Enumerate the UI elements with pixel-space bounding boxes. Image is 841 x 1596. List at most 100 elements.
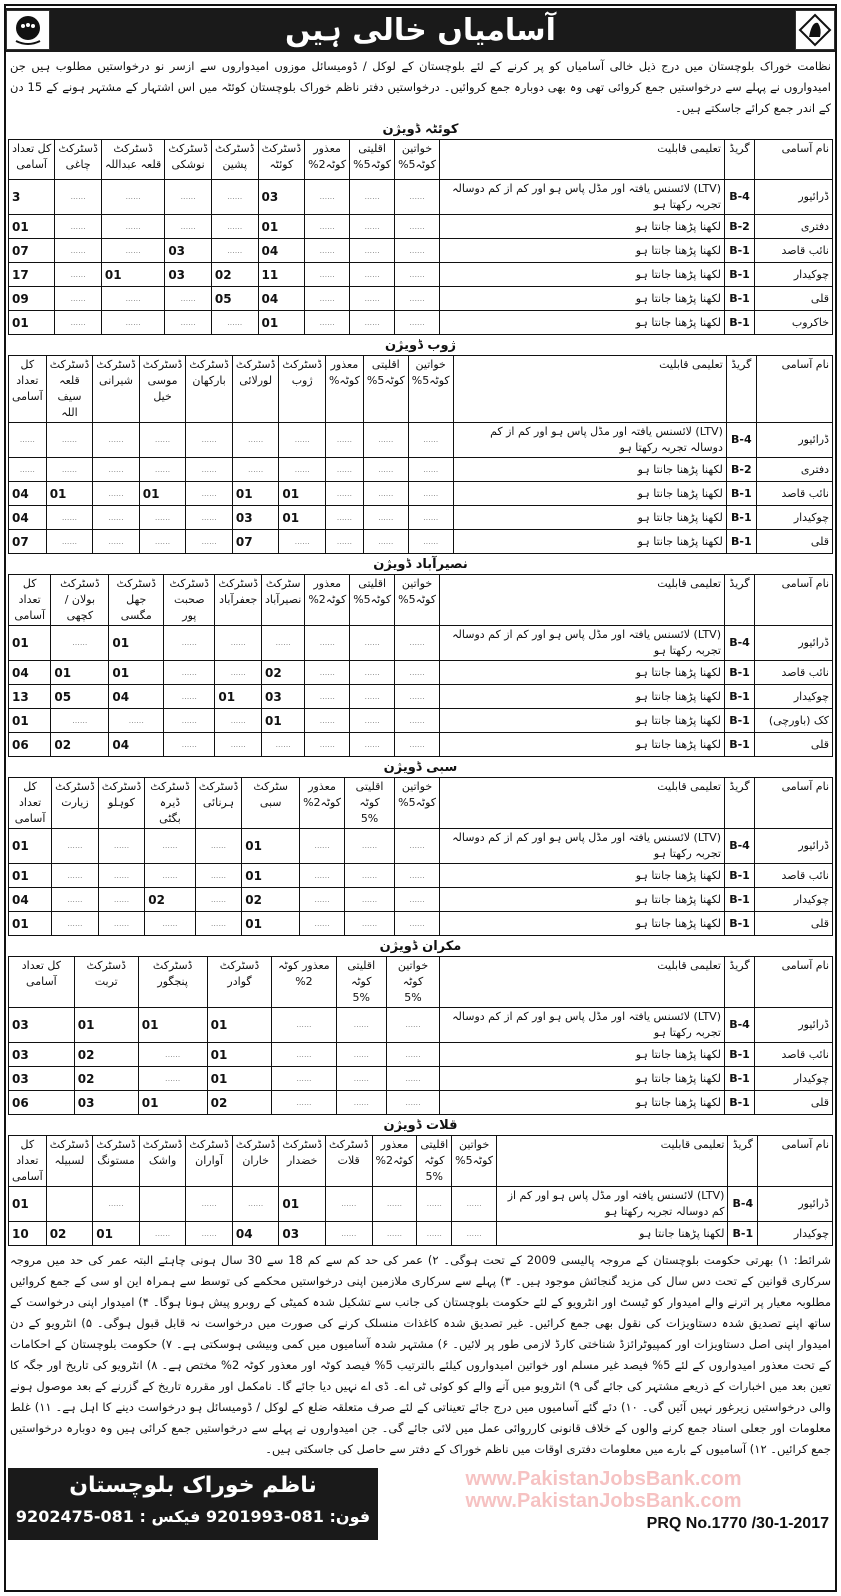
column-header: ڈسٹرکٹ لسبیلہ xyxy=(45,1135,94,1187)
qualification: لکھنا پڑھنا جانتا ہو xyxy=(439,1066,725,1091)
post-count: 05 xyxy=(50,684,110,709)
column-header: گریڈ xyxy=(724,574,755,626)
qualification: لکھنا پڑھنا جانتا ہو xyxy=(452,529,727,554)
grade: B-1 xyxy=(724,732,755,757)
empty-cell: ...... xyxy=(335,1042,387,1067)
total-posts: 04 xyxy=(7,887,53,912)
empty-cell: ...... xyxy=(407,481,454,506)
total-posts: 17 xyxy=(7,262,56,287)
empty-cell: ...... xyxy=(54,238,102,263)
total-posts: 01 xyxy=(7,708,52,733)
vacancy-table: نام آسامی گریڈ تعلیمی قابلیت خواتین کوٹہ5% ا… xyxy=(7,777,833,936)
division-tables: کوئٹہ ڈویژن نام آسامی گریڈ تعلیمی قابلیت خوا… xyxy=(7,121,834,1246)
qualification: (LTV) لائسنس یافتہ اور مڈل پاس ہو اور کم… xyxy=(439,1007,725,1043)
post-count: 04 xyxy=(108,732,165,757)
empty-cell: ...... xyxy=(394,828,440,864)
column-header: ڈسٹرکٹ آواران xyxy=(185,1135,233,1187)
phone-fax: فون: 081-9201993 فیکس : 081-9202475 xyxy=(15,1507,371,1526)
qualification: (LTV) لائسنس یافتہ اور مڈل پاس ہو اور کم… xyxy=(452,422,727,458)
empty-cell: ...... xyxy=(362,505,409,530)
qualification: لکھنا پڑھنا جانتا ہو xyxy=(439,310,725,335)
column-header: ڈسٹرکٹ پنجگور xyxy=(137,956,208,1008)
post-name: قلی xyxy=(755,529,834,554)
empty-cell: ...... xyxy=(108,708,165,733)
qualification: لکھنا پڑھنا جانتا ہو xyxy=(439,238,725,263)
column-header: ڈسٹرکٹ نوشکی xyxy=(164,139,212,180)
empty-cell: ...... xyxy=(54,262,102,287)
post-name: ڈرائیور xyxy=(755,422,834,458)
grade: B-1 xyxy=(724,238,755,263)
post-count: 01 xyxy=(214,684,262,709)
empty-cell: ...... xyxy=(451,1186,498,1222)
empty-cell: ...... xyxy=(138,505,187,530)
table-header-row: نام آسامی گریڈ تعلیمی قابلیت خواتین کوٹہ5% ا… xyxy=(8,1135,833,1187)
empty-cell: ...... xyxy=(324,422,364,458)
post-count: 01 xyxy=(108,625,165,661)
column-header: ڈسٹرکٹ کوئٹہ xyxy=(257,139,306,180)
total-posts: 03 xyxy=(8,1042,75,1067)
table-row: قلی B-1 لکھنا پڑھنا جانتا ہو..............… xyxy=(8,1090,833,1115)
qualification: لکھنا پڑھنا جانتا ہو xyxy=(439,214,725,239)
post-name: چوکیدار xyxy=(754,1066,833,1091)
post-count: 05 xyxy=(210,286,259,311)
grade: B-4 xyxy=(724,179,755,215)
post-name: قلی xyxy=(754,732,833,757)
post-name: چوکیدار xyxy=(757,1221,833,1246)
table-row: قلی B-1 لکھنا پڑھنا جانتا ہو..............… xyxy=(7,286,833,311)
empty-cell: ...... xyxy=(304,732,351,757)
table-row: قلی B-1 لکھنا پڑھنا جانتا ہو..............… xyxy=(7,911,833,936)
post-name: قلی xyxy=(754,286,833,311)
column-header: کل تعداد آسامی xyxy=(8,355,47,423)
footer-right: www.PakistanJobsBank.com www.PakistanJob… xyxy=(378,1468,833,1540)
empty-cell: ...... xyxy=(185,505,233,530)
empty-cell: ...... xyxy=(100,238,166,263)
empty-cell: ...... xyxy=(349,625,396,661)
empty-cell: ...... xyxy=(50,708,110,733)
empty-cell: ...... xyxy=(385,1007,441,1043)
empty-cell: ...... xyxy=(407,505,454,530)
table-row: چوکیدار B-1 لکھنا پڑھنا جانتا ہو..........… xyxy=(8,505,834,530)
column-header: گریڈ xyxy=(724,777,755,829)
qualification: لکھنا پڑھنا جانتا ہو xyxy=(452,505,727,530)
post-count: 03 xyxy=(257,179,306,215)
post-count: 01 xyxy=(137,1090,208,1115)
division-title: قلات ڈویژن xyxy=(383,1118,458,1133)
empty-cell: ...... xyxy=(210,310,259,335)
post-count: 03 xyxy=(164,262,212,287)
vacancy-table: نام آسامی گریڈ تعلیمی قابلیت خواتین کوٹہ5% ا… xyxy=(8,1135,833,1246)
grade: B-1 xyxy=(724,1042,755,1067)
empty-cell: ...... xyxy=(394,179,440,215)
post-count: 02 xyxy=(50,732,110,757)
grade: B-1 xyxy=(725,529,757,554)
empty-cell: ...... xyxy=(394,684,440,709)
qualification: لکھنا پڑھنا جانتا ہو xyxy=(439,660,725,685)
column-header: ڈسٹرکٹ زیارت xyxy=(51,777,99,829)
post-name: نائب قاصد xyxy=(754,660,833,685)
table-row: نائب قاصد B-1 لکھنا پڑھنا جانتا ہو........… xyxy=(8,481,834,506)
empty-cell: ...... xyxy=(100,310,166,335)
qualification: لکھنا پڑھنا جانتا ہو xyxy=(452,457,727,482)
terms-and-conditions: شرائط: ۱) بھرتی حکومت بلوچستان کے مروجہ … xyxy=(10,1253,832,1456)
empty-cell: ...... xyxy=(394,310,440,335)
post-name: ڈرائیور xyxy=(754,625,833,661)
grade: B-1 xyxy=(724,310,755,335)
post-count: 01 xyxy=(206,1066,273,1091)
ad-body: نظامت خوراک بلوچستان میں درج ذیل خالی آس… xyxy=(7,56,834,1540)
column-header: سٹرکٹ نصیرآباد xyxy=(260,574,306,626)
empty-cell: ...... xyxy=(54,310,102,335)
empty-cell: ...... xyxy=(324,529,364,554)
empty-cell: ...... xyxy=(8,422,47,458)
grade: B-1 xyxy=(724,911,755,936)
post-count: 01 xyxy=(92,1221,140,1246)
post-count: 02 xyxy=(45,1221,94,1246)
post-count: 01 xyxy=(257,214,306,239)
post-count: 03 xyxy=(278,1221,326,1246)
empty-cell: ...... xyxy=(304,262,351,287)
empty-cell: ...... xyxy=(100,286,166,311)
column-header: خواتین کوٹہ5% xyxy=(451,1135,498,1187)
post-name: قلی xyxy=(754,1090,833,1115)
column-header: کل تعداد آسامی xyxy=(7,777,53,829)
column-header: اقلیتی کوٹہ 5% xyxy=(343,777,396,829)
post-count: 03 xyxy=(260,684,306,709)
column-header: ڈسٹرکٹ ژوب xyxy=(278,355,326,423)
